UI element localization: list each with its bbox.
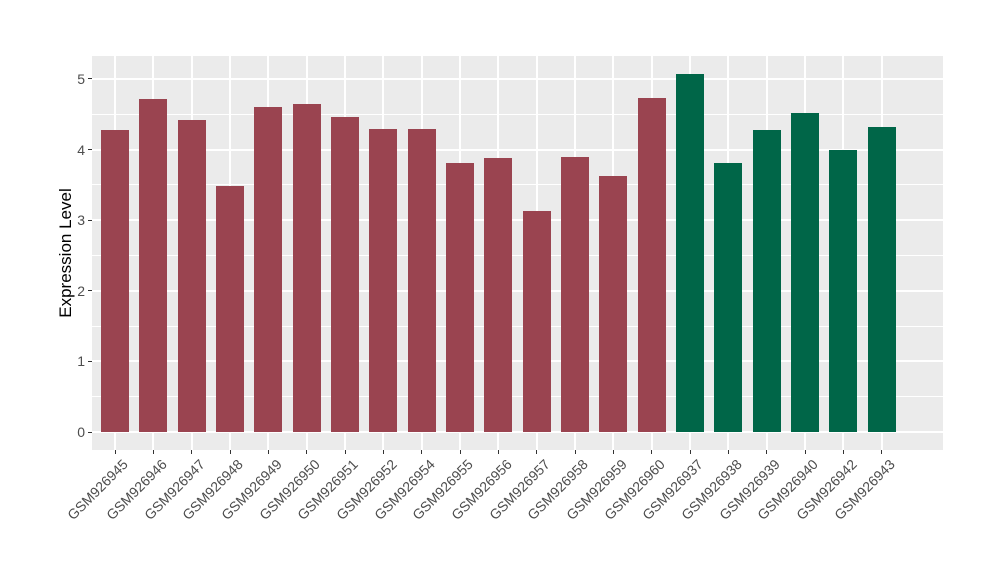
bar-GSM926943 [867, 126, 896, 433]
bar-GSM926947 [177, 119, 206, 433]
bar-GSM926951 [331, 117, 359, 433]
bar-GSM926957 [522, 210, 551, 433]
x-tick-mark [229, 450, 231, 454]
bar-GSM926959 [599, 175, 628, 433]
h-gridline-major [92, 77, 943, 80]
bar-GSM926948 [216, 186, 244, 433]
bar-GSM926950 [292, 104, 321, 433]
x-tick-mark [766, 450, 768, 454]
y-tick-label: 4 [77, 141, 85, 158]
bar-GSM926958 [561, 157, 589, 433]
h-gridline-major [92, 219, 943, 222]
x-tick-mark [382, 450, 384, 454]
h-gridline-major [92, 289, 943, 292]
h-gridline-major [92, 431, 943, 434]
x-tick-mark [459, 450, 461, 454]
bar-GSM926960 [637, 97, 666, 433]
y-tick-label: 5 [77, 70, 85, 87]
bar-GSM926949 [254, 107, 283, 433]
y-tick-mark [88, 360, 92, 362]
bar-GSM926952 [369, 129, 398, 433]
x-tick-mark [689, 450, 691, 454]
x-tick-mark [344, 450, 346, 454]
h-gridline-minor [92, 396, 943, 398]
y-tick-mark [88, 431, 92, 433]
bar-GSM926954 [407, 129, 436, 433]
x-tick-mark [497, 450, 499, 454]
x-tick-mark [574, 450, 576, 454]
x-tick-mark [881, 450, 883, 454]
h-gridline-minor [92, 113, 943, 115]
y-tick-label: 2 [77, 282, 85, 299]
bar-GSM926937 [676, 73, 704, 433]
h-gridline-major [92, 360, 943, 363]
bar-GSM926938 [714, 162, 743, 433]
bar-GSM926955 [446, 162, 474, 433]
y-tick-mark [88, 149, 92, 150]
x-tick-mark [804, 450, 806, 454]
x-tick-mark [114, 450, 116, 454]
y-tick-mark [88, 219, 92, 221]
x-tick-mark [191, 450, 193, 454]
y-tick-mark [88, 290, 92, 292]
x-tick-mark [306, 450, 308, 454]
h-gridline-minor [92, 184, 943, 186]
x-tick-mark [651, 450, 653, 454]
h-gridline-minor [92, 254, 943, 256]
x-tick-mark [612, 450, 614, 454]
x-tick-mark [842, 450, 844, 454]
bar-GSM926942 [829, 150, 858, 433]
plot-panel [92, 56, 943, 450]
h-gridline-major [92, 148, 943, 151]
bar-GSM926946 [139, 98, 168, 433]
h-gridline-minor [92, 325, 943, 327]
x-tick-mark [152, 450, 154, 454]
y-tick-label: 0 [77, 424, 85, 441]
x-tick-mark [421, 450, 423, 454]
bar-GSM926956 [484, 157, 513, 433]
bar-GSM926945 [101, 129, 129, 433]
x-tick-mark [267, 450, 269, 454]
x-tick-mark [727, 450, 729, 454]
x-tick-mark [536, 450, 538, 454]
y-tick-mark [88, 78, 92, 80]
bar-GSM926939 [752, 129, 781, 433]
y-tick-label: 1 [77, 353, 85, 370]
bar-GSM926940 [791, 113, 819, 433]
y-tick-label: 3 [77, 212, 85, 229]
